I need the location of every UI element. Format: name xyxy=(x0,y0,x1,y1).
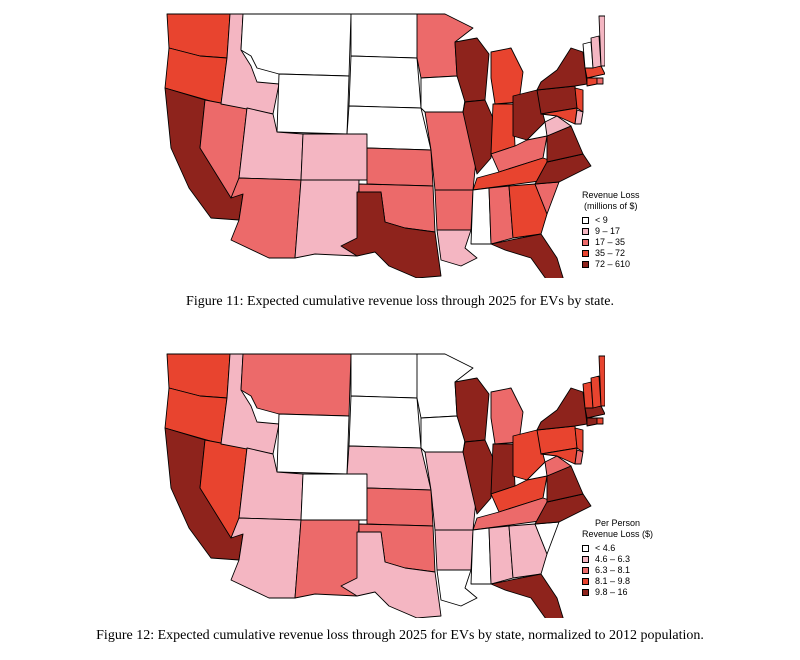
state-wv xyxy=(544,115,572,137)
state-ct xyxy=(586,77,598,87)
legend-title: Per Person Revenue Loss ($) xyxy=(582,518,653,540)
state-fl xyxy=(490,573,564,618)
legend-entry: 8.1 – 9.8 xyxy=(582,576,653,587)
state-co xyxy=(300,473,368,521)
state-me xyxy=(598,15,605,67)
state-mt xyxy=(240,353,352,417)
state-nm xyxy=(294,179,360,259)
state-sd xyxy=(348,55,422,109)
state-wy xyxy=(276,413,350,475)
legend-label: 6.3 – 8.1 xyxy=(595,565,631,575)
legend-label: 9.8 – 16 xyxy=(595,587,628,597)
state-tx xyxy=(340,191,442,278)
state-in xyxy=(490,443,516,495)
legend-swatch xyxy=(582,217,589,224)
state-in xyxy=(490,103,516,155)
state-wy xyxy=(276,73,350,135)
legend-swatch xyxy=(582,228,589,235)
state-ks xyxy=(366,147,434,187)
legend-entry: 72 – 610 xyxy=(582,259,640,270)
state-az xyxy=(230,177,302,259)
legend-title-line-1: Revenue Loss xyxy=(582,190,640,200)
state-de xyxy=(574,109,584,125)
legend-label: 35 – 72 xyxy=(595,248,626,258)
legend-entry: 6.3 – 8.1 xyxy=(582,565,653,576)
figure-caption: Figure 11: Expected cumulative revenue l… xyxy=(186,294,614,309)
legend-title-line-2: (millions of $) xyxy=(584,201,638,211)
state-de xyxy=(574,449,584,465)
state-ri xyxy=(596,77,604,85)
state-ny xyxy=(536,47,588,91)
state-oh xyxy=(512,89,546,141)
state-ms xyxy=(470,527,492,585)
legend-swatch xyxy=(582,239,589,246)
legend-entry: 17 – 35 xyxy=(582,237,640,248)
state-me xyxy=(598,355,605,407)
state-nh xyxy=(590,35,602,69)
state-nd xyxy=(350,13,420,59)
legend-swatch xyxy=(582,261,589,268)
legend-entry: 35 – 72 xyxy=(582,248,640,259)
legend-title-line-2: Revenue Loss ($) xyxy=(582,529,654,539)
state-ga xyxy=(508,523,548,579)
legend-entry: < 4.6 xyxy=(582,543,653,554)
state-ar xyxy=(434,529,474,571)
legend-entry: < 9 xyxy=(582,215,640,226)
state-co xyxy=(300,133,368,181)
state-ct xyxy=(586,417,598,427)
legend-label: 8.1 – 9.8 xyxy=(595,576,631,586)
state-oh xyxy=(512,429,546,481)
state-nh xyxy=(590,375,602,409)
state-ga xyxy=(508,183,548,239)
legend-entry: 4.6 – 6.3 xyxy=(582,554,653,565)
figure-11: Revenue Loss (millions of $) < 9 9 – 17 … xyxy=(164,13,640,309)
state-fl xyxy=(490,233,564,278)
legend-label: 4.6 – 6.3 xyxy=(595,554,631,564)
state-ms xyxy=(470,187,492,245)
state-sd xyxy=(348,395,422,449)
us-state-map xyxy=(164,13,605,278)
state-az xyxy=(230,517,302,599)
state-la xyxy=(436,229,478,267)
legend-label: 17 – 35 xyxy=(595,237,626,247)
state-ar xyxy=(434,189,474,231)
legend-title-line-1: Per Person xyxy=(595,518,641,528)
state-nd xyxy=(350,353,420,399)
legend-swatch xyxy=(582,578,589,585)
legend-swatch xyxy=(582,250,589,257)
state-ri xyxy=(596,417,604,425)
state-nm xyxy=(294,519,360,599)
state-wv xyxy=(544,455,572,477)
map-legend: Per Person Revenue Loss ($) < 4.6 4.6 – … xyxy=(582,518,653,598)
state-ks xyxy=(366,487,434,527)
legend-swatch xyxy=(582,556,589,563)
legend-swatch xyxy=(582,589,589,596)
legend-label: 72 – 610 xyxy=(595,259,631,269)
legend-title: Revenue Loss (millions of $) xyxy=(582,190,640,212)
figure-caption: Figure 12: Expected cumulative revenue l… xyxy=(96,628,704,643)
state-il xyxy=(462,439,494,515)
figure-12: Per Person Revenue Loss ($) < 4.6 4.6 – … xyxy=(0,340,800,660)
legend-swatch xyxy=(582,567,589,574)
legend-label: < 9 xyxy=(595,215,608,225)
state-il xyxy=(462,99,494,175)
legend-label: 9 – 17 xyxy=(595,226,621,236)
legend-label: < 4.6 xyxy=(595,543,616,553)
us-state-map xyxy=(164,353,605,618)
map-legend: Revenue Loss (millions of $) < 9 9 – 17 … xyxy=(582,190,640,270)
legend-entry: 9 – 17 xyxy=(582,226,640,237)
legend-swatch xyxy=(582,545,589,552)
state-la xyxy=(436,569,478,607)
state-ny xyxy=(536,387,588,431)
state-tx xyxy=(340,531,442,618)
legend-entry: 9.8 – 16 xyxy=(582,587,653,598)
state-mt xyxy=(240,13,352,77)
